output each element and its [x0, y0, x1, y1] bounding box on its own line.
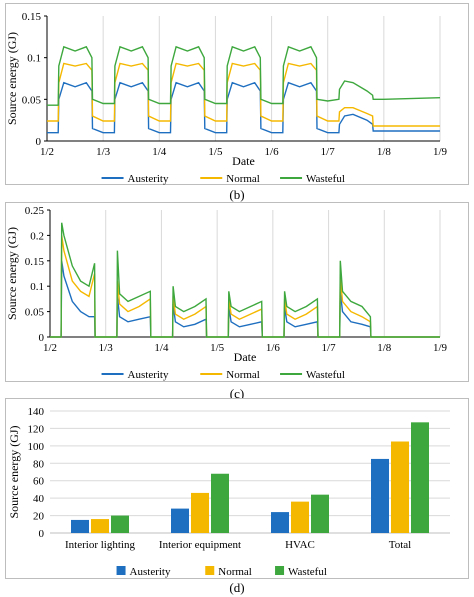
chart-d-legend-label-1: Normal: [218, 566, 252, 578]
chart-c-series-line-0: [50, 260, 440, 338]
chart-c-x-axis-label: Date: [234, 350, 257, 364]
chart-b-series-line-1: [47, 62, 440, 127]
chart-b-x-tick-4: 1/6: [265, 146, 280, 158]
chart-d-legend-swatch-2: [275, 566, 285, 575]
panel-label-d: (d): [229, 580, 245, 595]
chart-b-x-tick-0: 1/2: [40, 146, 54, 158]
chart-c-y-tick-0: 0: [39, 332, 45, 344]
chart-c-legend-label-1: Normal: [226, 369, 260, 381]
chart-d-legend-label-0: Austerity: [130, 566, 171, 578]
chart-c-y-tick-3: 0.15: [25, 256, 45, 268]
chart-c-x-tick-7: 1/9: [433, 342, 448, 354]
chart-d-bar-0-0: [71, 519, 89, 533]
chart-b-x-tick-1: 1/3: [96, 146, 111, 158]
chart-d-legend-swatch-1: [205, 566, 215, 575]
chart-b-y-axis-label: Source energy (GJ): [5, 32, 19, 125]
chart-d-bar-3-2: [411, 422, 429, 533]
chart-c-series-line-2: [50, 222, 440, 338]
chart-d-y-tick-5: 100: [28, 441, 45, 453]
chart-c-legend-label-0: Austerity: [128, 369, 169, 381]
chart-d-y-tick-2: 40: [33, 493, 45, 505]
panel-label-b: (b): [229, 187, 245, 202]
chart-c-y-tick-1: 0.05: [25, 307, 45, 319]
chart-d-bar-3-1: [391, 441, 409, 533]
chart-d-bar-1-2: [211, 473, 229, 533]
chart-c-y-tick-2: 0.1: [30, 281, 44, 293]
chart-b-x-tick-7: 1/9: [433, 146, 448, 158]
chart-b-frame: [5, 3, 469, 185]
chart-b-y-tick-3: 0.15: [22, 11, 42, 23]
chart-d-legend-swatch-0: [116, 566, 126, 575]
chart-d-x-tick-3: Total: [389, 539, 411, 551]
chart-d-legend-label-2: Wasteful: [288, 566, 327, 578]
chart-d-bar-2-0: [271, 512, 289, 533]
chart-c-x-tick-0: 1/2: [43, 342, 57, 354]
chart-d-y-tick-3: 60: [33, 476, 45, 488]
chart-c-series-line-1: [50, 235, 440, 338]
chart-d-x-tick-1: Interior equipment: [159, 539, 241, 551]
chart-c-x-tick-6: 1/8: [377, 342, 392, 354]
chart-c-y-axis-label: Source energy (GJ): [5, 227, 19, 320]
chart-c-x-tick-4: 1/6: [266, 342, 281, 354]
chart-b-legend-label-0: Austerity: [128, 173, 169, 185]
chart-b-y-tick-1: 0.05: [22, 94, 42, 106]
chart-c: 1/2 1/3 1/4 1/5 1/6 1/7 1/8 1/9 0 0.05 0.1 0.15 0.2 0…: [5, 205, 448, 381]
chart-c-legend-label-2: Wasteful: [306, 369, 345, 381]
chart-b-y-tick-0: 0: [36, 136, 42, 148]
chart-c-y-tick-4: 0.2: [30, 230, 44, 242]
chart-d-bar-3-0: [371, 458, 389, 533]
chart-c-y-tick-5: 0.25: [25, 205, 45, 217]
chart-d-x-tick-0: Interior lighting: [65, 539, 135, 551]
chart-d-y-tick-7: 140: [28, 406, 45, 418]
chart-b-legend-label-1: Normal: [226, 173, 260, 185]
chart-c-x-tick-1: 1/3: [99, 342, 114, 354]
chart-d-bar-2-1: [291, 501, 309, 533]
chart-d-y-tick-0: 0: [39, 528, 45, 540]
chart-d-y-tick-1: 20: [33, 511, 45, 523]
chart-b-legend-label-2: Wasteful: [306, 173, 345, 185]
chart-d-y-tick-6: 120: [28, 423, 45, 435]
chart-d-y-axis-label: Source energy (GJ): [7, 425, 21, 518]
chart-b: 1/2 1/3 1/4 1/5 1/6 1/7 1/8 1/9 0 0.05 0.1 0.15 Date…: [5, 11, 448, 185]
chart-d-bar-0-1: [91, 519, 109, 533]
chart-b-x-axis-label: Date: [232, 154, 255, 168]
chart-c-x-tick-2: 1/4: [154, 342, 169, 354]
chart-c-x-tick-5: 1/7: [322, 342, 337, 354]
chart-d-bar-0-2: [111, 515, 129, 533]
chart-b-x-tick-6: 1/8: [377, 146, 392, 158]
chart-b-x-tick-3: 1/5: [208, 146, 223, 158]
chart-b-x-tick-5: 1/7: [321, 146, 336, 158]
chart-b-y-tick-2: 0.1: [27, 53, 41, 65]
panel-label-c: (c): [229, 386, 245, 401]
chart-d-x-tick-2: HVAC: [285, 539, 315, 551]
chart-d-bar-1-0: [171, 508, 189, 533]
chart-d: 0 20 40 60 80 100 120 140 Interior lighting Inter…: [7, 406, 450, 578]
chart-b-series-line-2: [47, 45, 441, 106]
chart-c-x-tick-3: 1/5: [210, 342, 225, 354]
chart-d-bar-1-1: [191, 492, 209, 533]
chart-d-y-tick-4: 80: [33, 458, 45, 470]
chart-b-x-tick-2: 1/4: [152, 146, 167, 158]
chart-d-bar-2-2: [311, 494, 329, 533]
chart-b-series-line-0: [47, 81, 440, 134]
